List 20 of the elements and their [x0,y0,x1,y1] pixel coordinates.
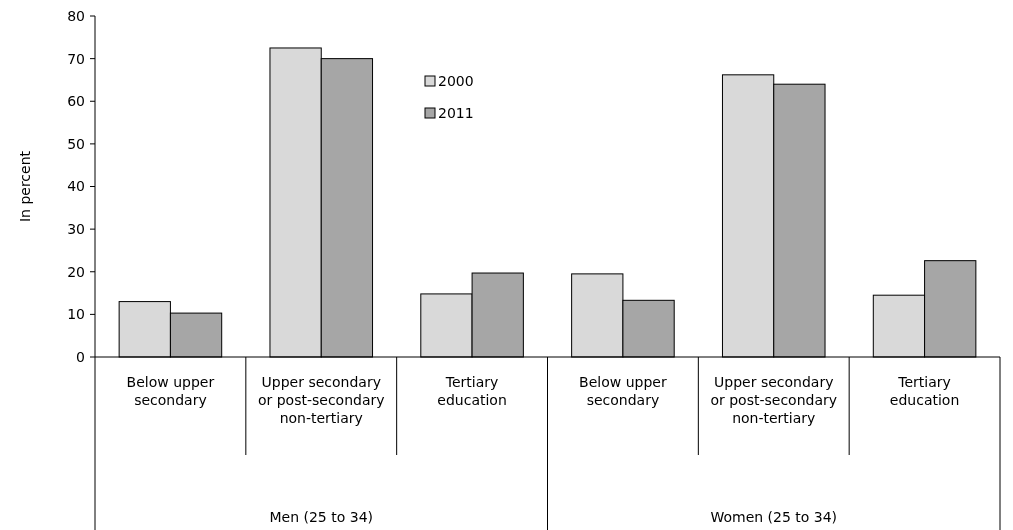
y-tick-label: 40 [67,178,85,195]
text: Women (25 to 34) [710,509,838,525]
y-tick-label: 60 [67,93,85,110]
y-tick-label: 80 [67,7,85,24]
y-tick-label: 0 [76,348,85,365]
y-tick-label: 50 [67,135,85,152]
y-tick-label: 70 [67,50,85,67]
legend-label: 2000 [438,72,474,89]
legend-label: 2011 [438,104,474,121]
y-tick-label: 30 [67,221,85,238]
x-tick-label: Below upper secondary [126,374,215,408]
y-axis-title: In percent [17,150,33,223]
x-tick-label: Below upper secondary [579,374,667,408]
y-tick-label: 20 [67,263,85,280]
x-tick-label: Tertiary education [437,374,507,408]
x-tick-label: Upper secondary or post-secondary non-tertiary [710,374,838,426]
x-tick-label: Upper secondary or post-secondary non-tertiary [257,374,385,426]
x-tick-label: Tertiary education [889,374,960,408]
y-tick-label: 10 [67,306,85,323]
text: Men (25 to 34) [269,509,374,525]
